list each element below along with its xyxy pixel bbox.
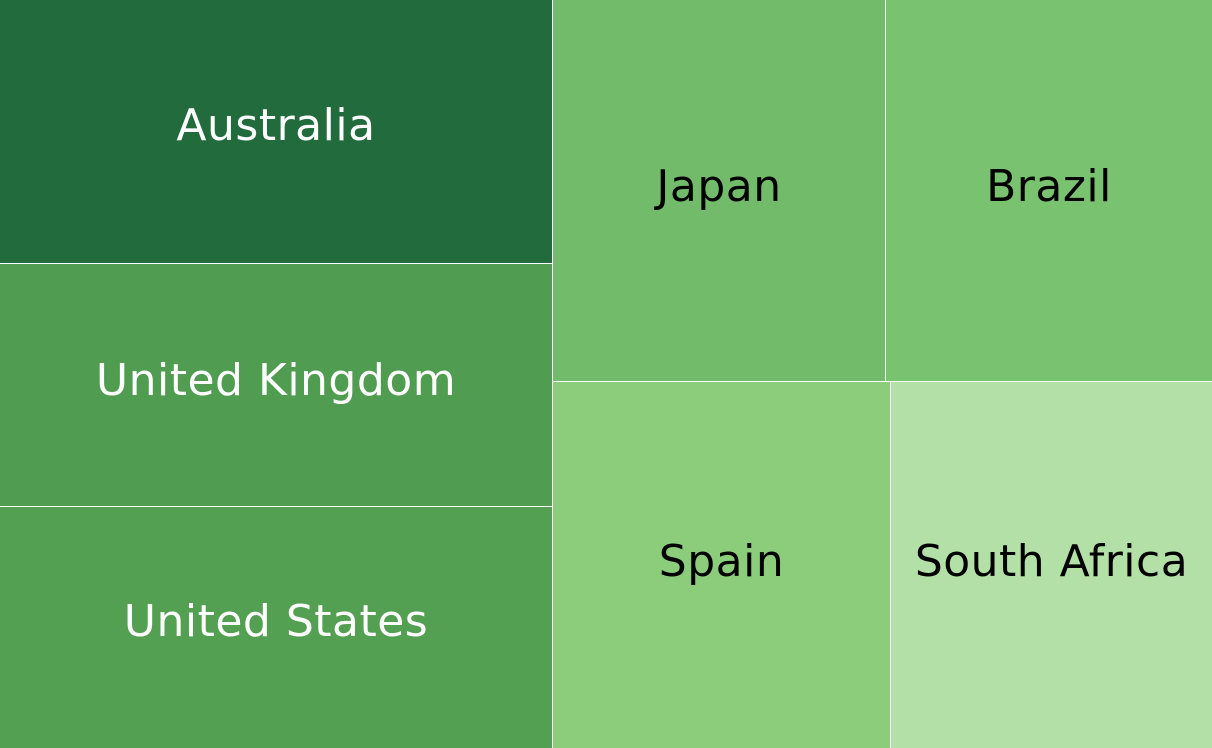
tile-label-spain: Spain — [658, 535, 785, 587]
tile-label-brazil: Brazil — [986, 161, 1112, 212]
tile-label-japan: Japan — [656, 161, 782, 212]
tile-label-south-africa: South Africa — [914, 535, 1189, 587]
tile-united-states[interactable]: United States — [0, 507, 552, 748]
tile-label-australia: Australia — [176, 100, 376, 151]
tile-label-united-kingdom: United Kingdom — [95, 354, 457, 406]
tile-brazil[interactable]: Brazil — [886, 0, 1212, 381]
tile-united-kingdom[interactable]: United Kingdom — [0, 264, 552, 506]
tile-australia[interactable]: Australia — [0, 0, 552, 263]
tile-japan[interactable]: Japan — [553, 0, 885, 381]
tile-spain[interactable]: Spain — [553, 382, 890, 748]
tile-label-united-states: United States — [123, 596, 429, 647]
tile-south-africa[interactable]: South Africa — [891, 382, 1212, 748]
